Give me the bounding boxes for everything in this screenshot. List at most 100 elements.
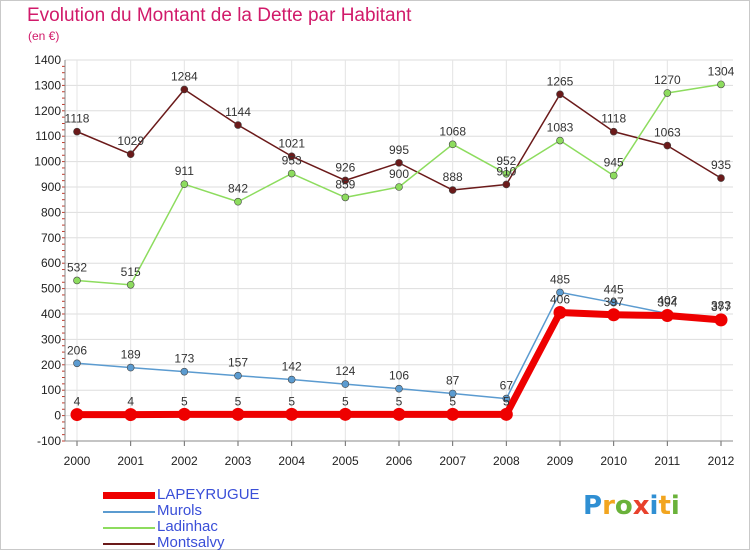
legend-swatch <box>103 543 155 545</box>
data-point <box>177 407 191 421</box>
x-tick-label: 2007 <box>439 454 466 468</box>
legend-label: Murols <box>157 502 203 519</box>
data-point <box>663 141 672 150</box>
data-point <box>609 127 618 136</box>
data-point <box>663 89 672 97</box>
data-point <box>556 288 564 297</box>
data-point <box>717 174 725 182</box>
data-point <box>234 197 242 206</box>
data-point <box>341 193 350 202</box>
data-point <box>607 308 621 322</box>
logo-letter: o <box>614 491 633 521</box>
data-label: 953 <box>282 154 302 168</box>
data-label: 1021 <box>278 136 305 150</box>
y-tick-label: 600 <box>41 256 61 270</box>
data-label: 87 <box>446 374 460 388</box>
data-point <box>287 152 296 161</box>
y-tick-label: -100 <box>37 434 61 448</box>
data-point <box>234 371 242 380</box>
logo-letter: i <box>670 491 680 521</box>
data-label: 5 <box>235 394 242 408</box>
data-point <box>446 407 460 421</box>
data-label: 485 <box>550 272 570 286</box>
logo-letter: i <box>649 491 659 521</box>
y-tick-label: 500 <box>41 282 61 296</box>
data-label: 1118 <box>65 112 90 126</box>
data-point <box>70 408 84 422</box>
data-label: 1265 <box>547 74 574 88</box>
y-tick-label: 1200 <box>34 104 61 118</box>
data-point <box>448 186 457 194</box>
data-point <box>234 121 242 129</box>
data-label: 1284 <box>171 69 198 83</box>
chart-unit: (en €) <box>28 29 60 43</box>
data-point <box>126 150 135 159</box>
data-label: 394 <box>657 296 677 310</box>
data-label: 859 <box>335 177 355 191</box>
data-point <box>556 90 564 99</box>
data-point <box>448 389 457 398</box>
x-tick-label: 2010 <box>600 454 627 468</box>
data-label: 1029 <box>117 134 144 148</box>
data-label: 383 <box>711 298 731 312</box>
data-point <box>285 407 299 421</box>
logo-letter: x <box>632 491 650 521</box>
data-label: 1270 <box>654 73 681 87</box>
x-tick-label: 2008 <box>493 454 520 468</box>
data-label: 173 <box>174 352 194 366</box>
x-tick-label: 2012 <box>708 454 735 468</box>
y-tick-label: 0 <box>54 409 61 423</box>
data-point <box>609 298 618 307</box>
y-tick-label: 300 <box>41 332 61 346</box>
data-label: 5 <box>503 394 510 408</box>
data-point <box>714 313 728 327</box>
y-tick-label: 700 <box>41 231 61 245</box>
data-point <box>556 136 564 145</box>
legend-swatch <box>103 527 155 529</box>
data-point <box>502 169 511 178</box>
data-label: 189 <box>121 348 141 362</box>
data-label: 5 <box>288 394 295 408</box>
data-label: 926 <box>335 160 355 174</box>
y-tick-label: 1400 <box>34 53 61 67</box>
data-label: 1144 <box>225 105 251 119</box>
y-tick-label: 200 <box>41 358 61 372</box>
data-label: 1304 <box>708 64 735 78</box>
data-label: 377 <box>711 300 731 314</box>
data-point <box>180 367 189 376</box>
data-point <box>180 85 189 94</box>
x-tick-label: 2006 <box>386 454 413 468</box>
data-label: 5 <box>181 394 188 408</box>
data-point <box>126 363 135 372</box>
data-label: 157 <box>228 356 248 370</box>
data-label: 142 <box>282 360 302 374</box>
data-point <box>287 169 296 178</box>
data-point <box>609 171 618 180</box>
data-point <box>341 176 350 185</box>
data-label: 1118 <box>601 112 626 126</box>
data-label: 4 <box>74 395 81 409</box>
data-point <box>73 276 81 285</box>
data-point <box>180 180 189 189</box>
legend-label: LAPEYRUGUE <box>157 486 260 503</box>
x-tick-label: 2009 <box>547 454 574 468</box>
data-point <box>395 384 403 393</box>
data-label: 515 <box>121 265 141 279</box>
data-point <box>287 375 296 384</box>
legend-label: Montsalvy <box>157 534 225 551</box>
data-label: 911 <box>175 164 194 178</box>
legend-swatch <box>103 492 155 499</box>
data-point <box>392 407 406 421</box>
data-label: 532 <box>67 260 87 274</box>
data-label: 445 <box>604 283 624 297</box>
data-label: 106 <box>389 369 409 383</box>
data-point <box>395 159 403 167</box>
y-tick-label: 400 <box>41 307 61 321</box>
logo-letter: t <box>658 491 671 521</box>
logo-letter: r <box>602 491 615 521</box>
data-point <box>73 359 81 368</box>
data-label: 935 <box>711 158 731 172</box>
data-label: 1068 <box>439 124 466 138</box>
